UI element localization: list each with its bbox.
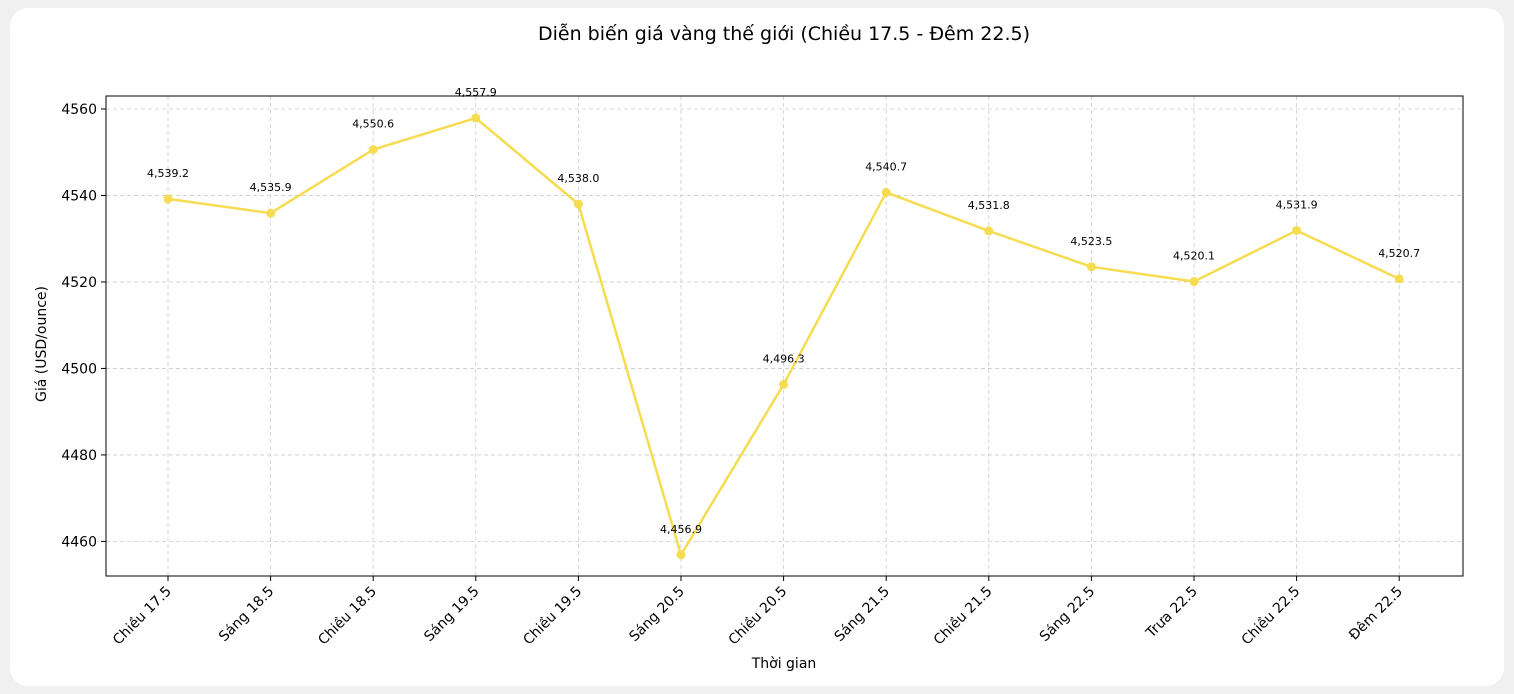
data-point	[266, 208, 276, 218]
data-labels: 4,539.2 4,535.9 4,550.6 4,557.9 4,538.0 4,456…	[147, 86, 1420, 536]
data-label: 4,557.9	[455, 86, 497, 99]
data-point	[163, 194, 173, 204]
data-point	[1189, 277, 1199, 287]
data-point	[368, 145, 378, 155]
series-line-layer	[163, 113, 1404, 560]
data-point	[573, 199, 583, 209]
x-tick-label: Chiều 18.5	[315, 583, 381, 649]
data-point	[881, 187, 891, 197]
x-tick-label: Sáng 18.5	[216, 584, 277, 645]
data-label: 4,538.0	[557, 172, 599, 185]
chart-title: Diễn biến giá vàng thế giới (Chiều 17.5 …	[538, 22, 1030, 45]
y-tick-label: 4460	[61, 534, 97, 550]
data-label: 4,535.9	[250, 181, 292, 194]
y-tick-label: 4520	[61, 275, 97, 291]
data-point	[1394, 274, 1404, 284]
data-label: 4,539.2	[147, 167, 189, 180]
y-axis-title: Giá (USD/ounce)	[34, 286, 50, 402]
plot-frame	[105, 95, 1464, 577]
x-axis-title: Thời gian	[751, 656, 817, 672]
x-tick-label: Đêm 22.5	[1346, 584, 1406, 644]
x-tick-label: Chiều 21.5	[930, 583, 996, 649]
x-tick-label: Sáng 19.5	[421, 584, 482, 645]
data-label: 4,523.5	[1070, 235, 1112, 248]
data-point	[779, 379, 789, 389]
y-tick-label: 4560	[61, 102, 97, 118]
data-point	[984, 226, 994, 236]
data-point	[471, 113, 481, 123]
x-tick-label: Sáng 22.5	[1037, 584, 1098, 645]
x-tick-label: Sáng 20.5	[626, 584, 687, 645]
data-label: 4,540.7	[865, 160, 907, 173]
x-tick-label: Chiều 22.5	[1238, 583, 1304, 649]
data-label: 4,531.9	[1276, 198, 1318, 211]
chart-card: Diễn biến giá vàng thế giới (Chiều 17.5 …	[10, 8, 1504, 686]
data-label: 4,456.9	[660, 523, 702, 536]
grid	[106, 96, 1463, 576]
line-chart: Diễn biến giá vàng thế giới (Chiều 17.5 …	[34, 22, 1464, 672]
y-tick-label: 4480	[61, 448, 97, 464]
data-label: 4,550.6	[352, 118, 394, 131]
data-point	[676, 550, 686, 560]
axes: 4460 4480 4500 4520 4540 4560 Chiều 17.5 Sáng 1…	[61, 95, 1464, 649]
x-tick-label: Chiều 20.5	[725, 583, 791, 649]
x-tick-label: Trưa 22.5	[1143, 584, 1201, 642]
x-tick-label: Chiều 17.5	[109, 583, 175, 649]
data-label: 4,520.7	[1378, 247, 1420, 260]
x-tick-label: Chiều 19.5	[520, 583, 586, 649]
y-tick-label: 4500	[61, 361, 97, 377]
data-label: 4,520.1	[1173, 250, 1215, 263]
data-point	[1086, 262, 1096, 272]
data-label: 4,496.3	[763, 352, 805, 365]
data-label: 4,531.8	[968, 199, 1010, 212]
y-tick-label: 4540	[61, 188, 97, 204]
x-tick-label: Sáng 21.5	[832, 584, 893, 645]
data-point	[1292, 225, 1302, 235]
